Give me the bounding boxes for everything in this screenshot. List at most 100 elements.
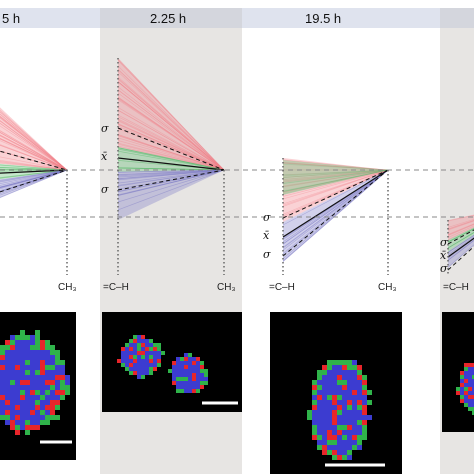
fan-panel-0-red-trace bbox=[0, 115, 68, 171]
fan-panel-0-red-trace bbox=[0, 138, 68, 171]
header-shade-1 bbox=[100, 8, 242, 28]
fan-panel-1-blue-trace bbox=[117, 169, 225, 203]
fan-panel-2-red-trace bbox=[282, 169, 389, 182]
fan-panel-0-green-trace bbox=[0, 167, 68, 171]
header-time-0: 5 h bbox=[2, 11, 20, 26]
fan-panel-3-blue-trace bbox=[447, 239, 474, 261]
fan-panel-2-blue-trace bbox=[282, 169, 389, 245]
fan-panel-1-red-trace bbox=[117, 76, 225, 171]
fan-panel-1-red-trace bbox=[117, 59, 225, 171]
fan-panel-2-green-trace bbox=[282, 169, 389, 195]
fan-panel-0-blue-trace bbox=[0, 169, 68, 188]
fan-panel-1-sigma-lower-line bbox=[117, 169, 225, 191]
fan-panel-0-red-trace bbox=[0, 132, 68, 171]
fan-panel-2-blue-trace bbox=[282, 169, 389, 251]
fan-panel-0-red-trace bbox=[0, 115, 68, 171]
fan-panel-2-blue-band bbox=[283, 170, 388, 262]
fan-panel-1-red-trace bbox=[117, 135, 225, 171]
fan-panel-0-blue-trace bbox=[0, 169, 68, 182]
fan-panel-0-red-trace bbox=[0, 130, 68, 171]
fan-panel-3-red-trace bbox=[447, 220, 474, 230]
fan-panel-1-red-trace bbox=[117, 68, 225, 171]
fan-panel-0-sigma-upper-line bbox=[0, 150, 68, 171]
fan-panel-1-red-trace bbox=[117, 114, 225, 171]
fan-panel-1-red-trace bbox=[117, 109, 225, 171]
fan-panel-1-red-band bbox=[118, 58, 224, 170]
fan-panel-0-green-trace bbox=[0, 169, 68, 178]
fan-panel-2-red-trace bbox=[282, 169, 389, 207]
fan-panel-2-green-trace bbox=[282, 169, 389, 176]
fan-panel-1-green-trace bbox=[117, 147, 225, 171]
fan-panel-2-red-trace bbox=[282, 162, 389, 171]
sigma-label-panel-1-lower: σ bbox=[101, 183, 109, 196]
fan-panel-3-blue-trace bbox=[447, 234, 474, 253]
fan-panel-0-red-trace bbox=[0, 156, 68, 171]
fan-panel-2-blue-trace bbox=[282, 169, 389, 248]
fan-panel-3-green-trace bbox=[447, 232, 474, 249]
fan-panel-1-red-trace bbox=[117, 119, 225, 171]
fan-panel-0-red-trace bbox=[0, 144, 68, 171]
fan-panel-1-red-trace bbox=[117, 69, 225, 171]
fan-panel-1-red-trace bbox=[117, 78, 225, 171]
fan-panel-0-red-trace bbox=[0, 159, 68, 171]
fan-panel-0-red-trace bbox=[0, 160, 68, 171]
fan-panel-3-green-trace bbox=[447, 228, 474, 243]
fan-panel-0-red-trace bbox=[0, 135, 68, 171]
fan-panel-1-blue-trace bbox=[117, 169, 225, 176]
fan-panel-2-green-trace bbox=[282, 169, 389, 178]
fan-panel-2-green-trace bbox=[282, 163, 389, 171]
fan-panel-2 bbox=[282, 158, 389, 262]
fan-panel-2-blue-trace bbox=[282, 169, 389, 262]
cell-image-panel-1-cell-1 bbox=[168, 353, 208, 393]
fan-panel-3-red-trace bbox=[447, 223, 474, 235]
fan-panel-0-red-trace bbox=[0, 111, 68, 171]
fan-panel-0-blue-trace bbox=[0, 169, 68, 188]
fan-panel-1-sigma-upper-line bbox=[117, 127, 225, 171]
fan-panel-2-red-trace bbox=[282, 162, 389, 171]
fan-panel-1-blue-band bbox=[118, 170, 224, 220]
fan-panel-1-red-trace bbox=[117, 81, 225, 171]
fan-panel-1-blue-trace bbox=[117, 169, 225, 173]
fan-panel-1-red-trace bbox=[117, 96, 225, 171]
header-shade-3 bbox=[440, 8, 474, 28]
fan-panel-2-red-trace bbox=[282, 169, 389, 187]
label-ch3-panel-2: CH₃ bbox=[378, 282, 397, 293]
fan-panel-1-red-trace bbox=[117, 135, 225, 171]
label-ch-panel-2: =C–H bbox=[269, 282, 295, 293]
fan-panel-0-red-trace bbox=[0, 116, 68, 171]
cell-image-panel-0 bbox=[0, 312, 76, 460]
fan-panel-3-red-trace bbox=[447, 224, 474, 236]
fan-panel-1-red-trace bbox=[117, 81, 225, 171]
fan-panel-2-green-trace bbox=[282, 169, 389, 184]
fan-panel-1-red-trace bbox=[117, 109, 225, 171]
fan-panel-3-red-trace bbox=[447, 214, 474, 222]
sigma-label-panel-2-upper: σ bbox=[263, 211, 271, 224]
fan-panel-2-blue-trace bbox=[282, 169, 389, 262]
mean-label-panel-3: x̄ bbox=[440, 249, 447, 262]
fan-panel-0-blue-trace bbox=[0, 169, 68, 198]
header-time-1: 2.25 h bbox=[150, 11, 186, 26]
label-ch-panel-1: =C–H bbox=[103, 282, 129, 293]
fan-panel-0-blue-trace bbox=[0, 169, 68, 183]
fan-panel-1-red-trace bbox=[117, 97, 225, 171]
fan-panel-2-red-trace bbox=[282, 169, 389, 176]
fan-panel-1-blue-trace bbox=[117, 169, 225, 190]
fan-panel-3-red-trace bbox=[447, 218, 474, 228]
sigma-label-panel-2-lower: σ bbox=[263, 248, 271, 261]
cell-image-panel-2 bbox=[270, 312, 402, 474]
fan-panel-2-red-trace bbox=[282, 169, 389, 183]
fan-panel-3-red-trace bbox=[447, 220, 474, 231]
fan-panel-1-red-trace bbox=[117, 59, 225, 171]
fan-panel-1-red-trace bbox=[117, 81, 225, 171]
fan-panel-2-blue-trace bbox=[282, 169, 389, 243]
fan-panel-1-red-trace bbox=[117, 81, 225, 171]
fan-panel-0-red-trace bbox=[0, 116, 68, 171]
fan-panel-2-green-trace bbox=[282, 169, 389, 192]
sigma-label-panel-3-lower: σ bbox=[440, 262, 448, 275]
fan-panel-1-red-trace bbox=[117, 124, 225, 171]
fan-panel-0-red-trace bbox=[0, 122, 68, 171]
fan-panel-0-red-trace bbox=[0, 130, 68, 171]
cell-image-panel-1-cell-0 bbox=[117, 335, 165, 379]
